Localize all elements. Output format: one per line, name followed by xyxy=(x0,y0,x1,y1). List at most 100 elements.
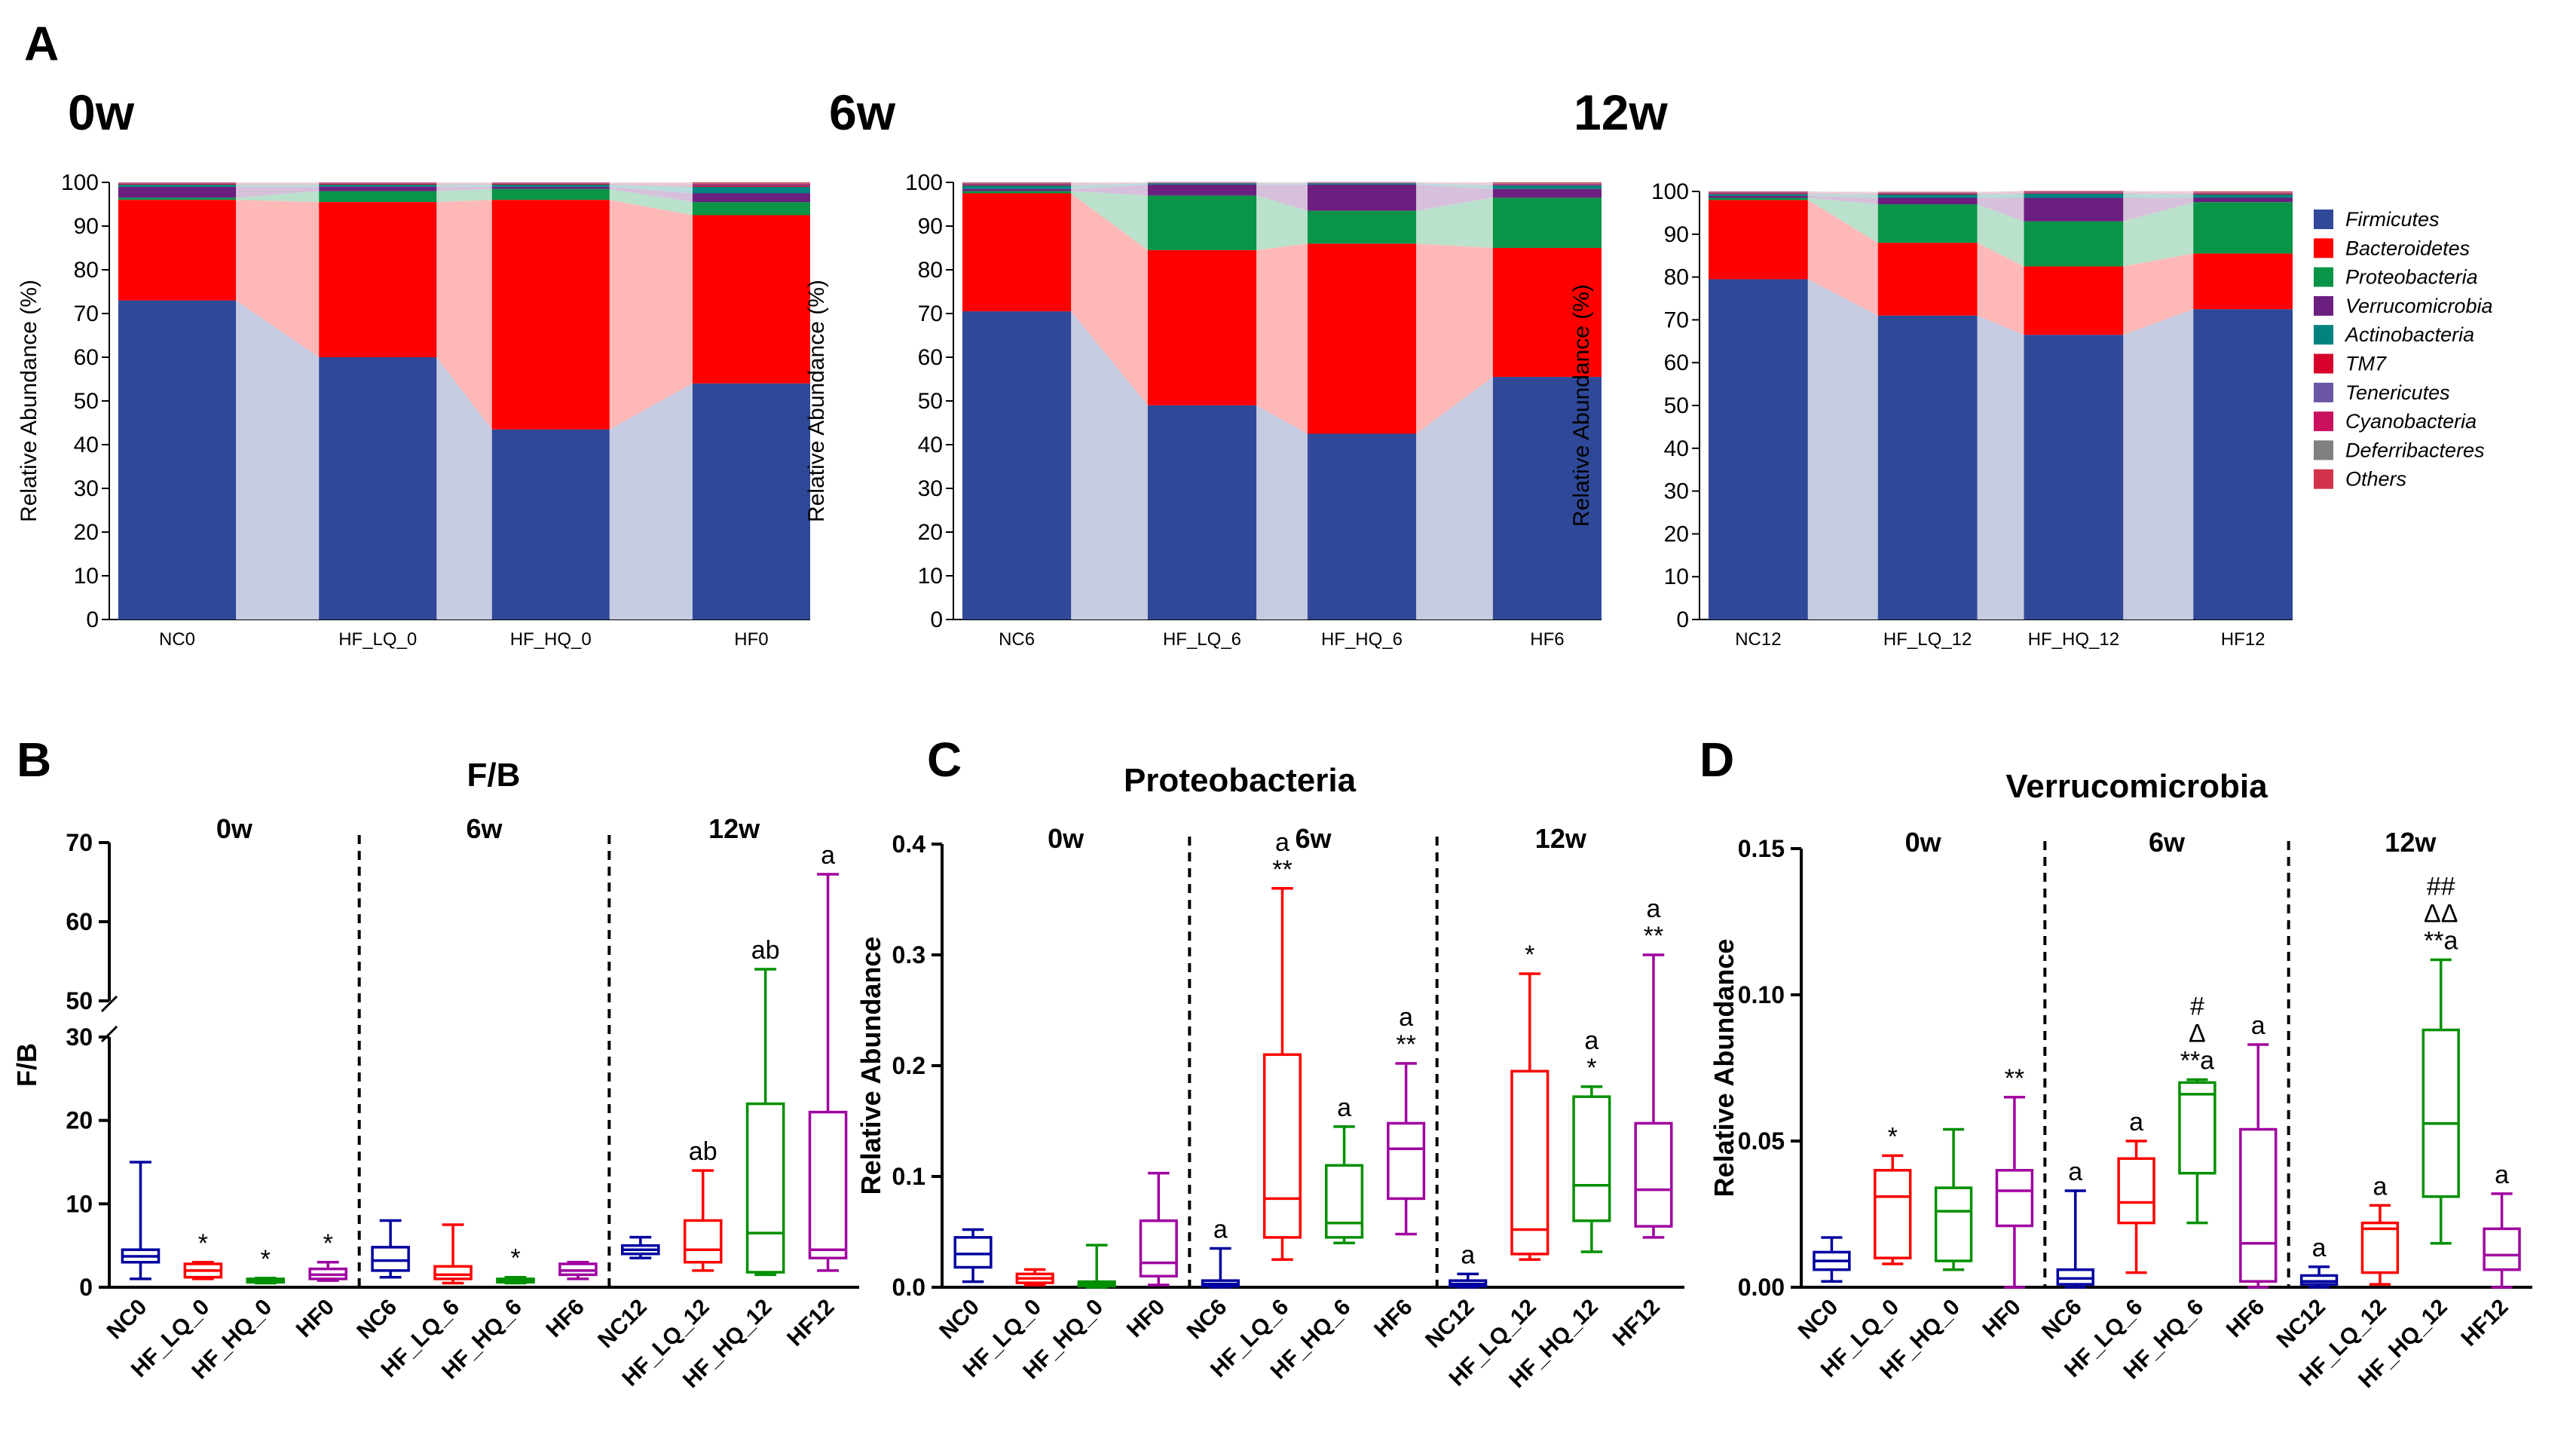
y-tick-label: 0.10 xyxy=(1738,981,1785,1008)
connector-band xyxy=(236,186,320,198)
bar-segment xyxy=(1492,197,1602,248)
stacked-bar-chart-0w: 0w 0 10 20 30 40 50 60 70 80 90 100 Relative Abundan… xyxy=(17,84,810,650)
x-tick-label: HF6 xyxy=(541,1295,589,1342)
box-iqr xyxy=(745,1102,785,1274)
connector-band xyxy=(609,183,693,187)
bar-segment xyxy=(2024,197,2124,222)
bar-segment xyxy=(962,183,1072,185)
bar-segment xyxy=(491,183,610,185)
x-tick-label: NC12 xyxy=(2272,1295,2330,1354)
significance-label: **a xyxy=(2180,1047,2214,1075)
legend-label: TM7 xyxy=(2345,353,2387,375)
connector-band xyxy=(2123,192,2194,194)
x-tick-label: NC12 xyxy=(593,1295,652,1354)
significance-label: a xyxy=(2312,1234,2327,1262)
y-axis-label: Relative Abundance xyxy=(1709,939,1739,1198)
box-iqr xyxy=(1139,1219,1178,1278)
significance-label: **a xyxy=(2424,926,2458,955)
bar-segment xyxy=(2024,191,2124,193)
x-tick-label: HF0 xyxy=(1978,1295,2025,1342)
connector-band xyxy=(609,383,693,620)
connector-band xyxy=(2123,193,2194,198)
box-iqr xyxy=(2422,1028,2460,1198)
connector-band xyxy=(1807,195,1878,205)
box-iqr xyxy=(2299,1274,2339,1286)
bar-segment xyxy=(1147,405,1257,620)
bar-segment xyxy=(1877,204,1978,243)
box-iqr xyxy=(2360,1221,2400,1274)
y-tick-label: 30 xyxy=(918,476,943,501)
connector-band xyxy=(436,183,492,185)
connector-band xyxy=(609,184,693,194)
bar-segment xyxy=(1709,191,1808,192)
bar-segment xyxy=(491,200,610,430)
x-tick-label: HF6 xyxy=(2222,1295,2269,1342)
bar-segment xyxy=(1709,279,1808,620)
bar-segment xyxy=(1307,243,1417,434)
bar-segment xyxy=(2024,221,2124,267)
connector-band xyxy=(436,188,492,203)
y-tick-label: 10 xyxy=(918,564,943,589)
bar-segment xyxy=(1147,249,1257,405)
connector-band xyxy=(609,200,693,430)
panel-letter-b: B xyxy=(17,733,51,787)
significance-label: a xyxy=(1399,1003,1413,1032)
bar-segment xyxy=(491,186,610,189)
x-tick-label: HF_HQ_6 xyxy=(1321,629,1403,650)
y-tick-label: 60 xyxy=(1664,350,1689,375)
y-axis-label: Relative Abundance (%) xyxy=(17,280,41,522)
connector-band xyxy=(2123,202,2194,267)
legend-swatch xyxy=(2314,238,2333,259)
box-plot-proteobacteria: Proteobacteria 0.0 0.1 0.2 0.3 0.4 Relative Ab… xyxy=(855,762,1684,1393)
legend-swatch xyxy=(2314,411,2333,432)
y-tick-label: 0.4 xyxy=(892,831,926,858)
connector-band xyxy=(1977,192,2024,194)
bar-segment xyxy=(491,429,610,620)
connector-band xyxy=(436,357,492,620)
connector-band xyxy=(436,186,492,191)
legend-swatch xyxy=(2314,353,2333,374)
y-tick-label: 0.15 xyxy=(1738,835,1785,862)
bar-segment xyxy=(2024,192,2124,194)
x-tick-label: HF6 xyxy=(1530,629,1564,650)
x-tick-label: HF0 xyxy=(1122,1295,1170,1342)
bar-segment xyxy=(1492,183,1602,184)
significance-label: ** xyxy=(2005,1064,2024,1093)
box-iqr xyxy=(953,1236,993,1269)
y-tick-label: 80 xyxy=(74,258,99,283)
connector-band xyxy=(1416,197,1493,248)
box-iqr xyxy=(1634,1121,1673,1228)
significance-label: a xyxy=(1213,1216,1228,1244)
group-label: 6w xyxy=(1295,823,1332,854)
box-iqr xyxy=(1510,1069,1550,1256)
connector-band xyxy=(1416,182,1493,185)
connector-band xyxy=(1071,182,1148,183)
bar-segment xyxy=(1492,185,1602,189)
box-iqr xyxy=(808,1110,848,1260)
bar-segment xyxy=(1709,194,1808,196)
x-tick-label: NC12 xyxy=(1735,629,1781,650)
y-tick-label: 20 xyxy=(74,520,99,545)
bar-segment xyxy=(1877,191,1978,193)
group-label: 0w xyxy=(1048,823,1085,854)
bar-segment xyxy=(319,183,437,185)
stacked-bar-chart-12w: 12w 0 10 20 30 40 50 60 70 80 90 100 Relative Abunda… xyxy=(1569,84,2293,650)
connector-band xyxy=(1071,191,1148,250)
connector-band xyxy=(1071,184,1148,196)
axis-break-mark xyxy=(100,995,118,1013)
bar-segment xyxy=(118,182,237,184)
connector-band xyxy=(1807,191,1878,193)
group-label: 6w xyxy=(466,813,503,844)
bar-segment xyxy=(962,182,1072,183)
bar-segment xyxy=(2193,193,2293,194)
bar-segment xyxy=(2193,192,2293,193)
connector-band xyxy=(609,188,693,216)
connector-band xyxy=(1256,184,1308,211)
bar-segment xyxy=(491,184,610,187)
significance-label: a xyxy=(821,841,835,870)
bar-segment xyxy=(962,182,1072,184)
significance-label: * xyxy=(261,1245,271,1274)
y-tick-label: 80 xyxy=(918,258,943,283)
bar-segment xyxy=(2193,202,2293,254)
